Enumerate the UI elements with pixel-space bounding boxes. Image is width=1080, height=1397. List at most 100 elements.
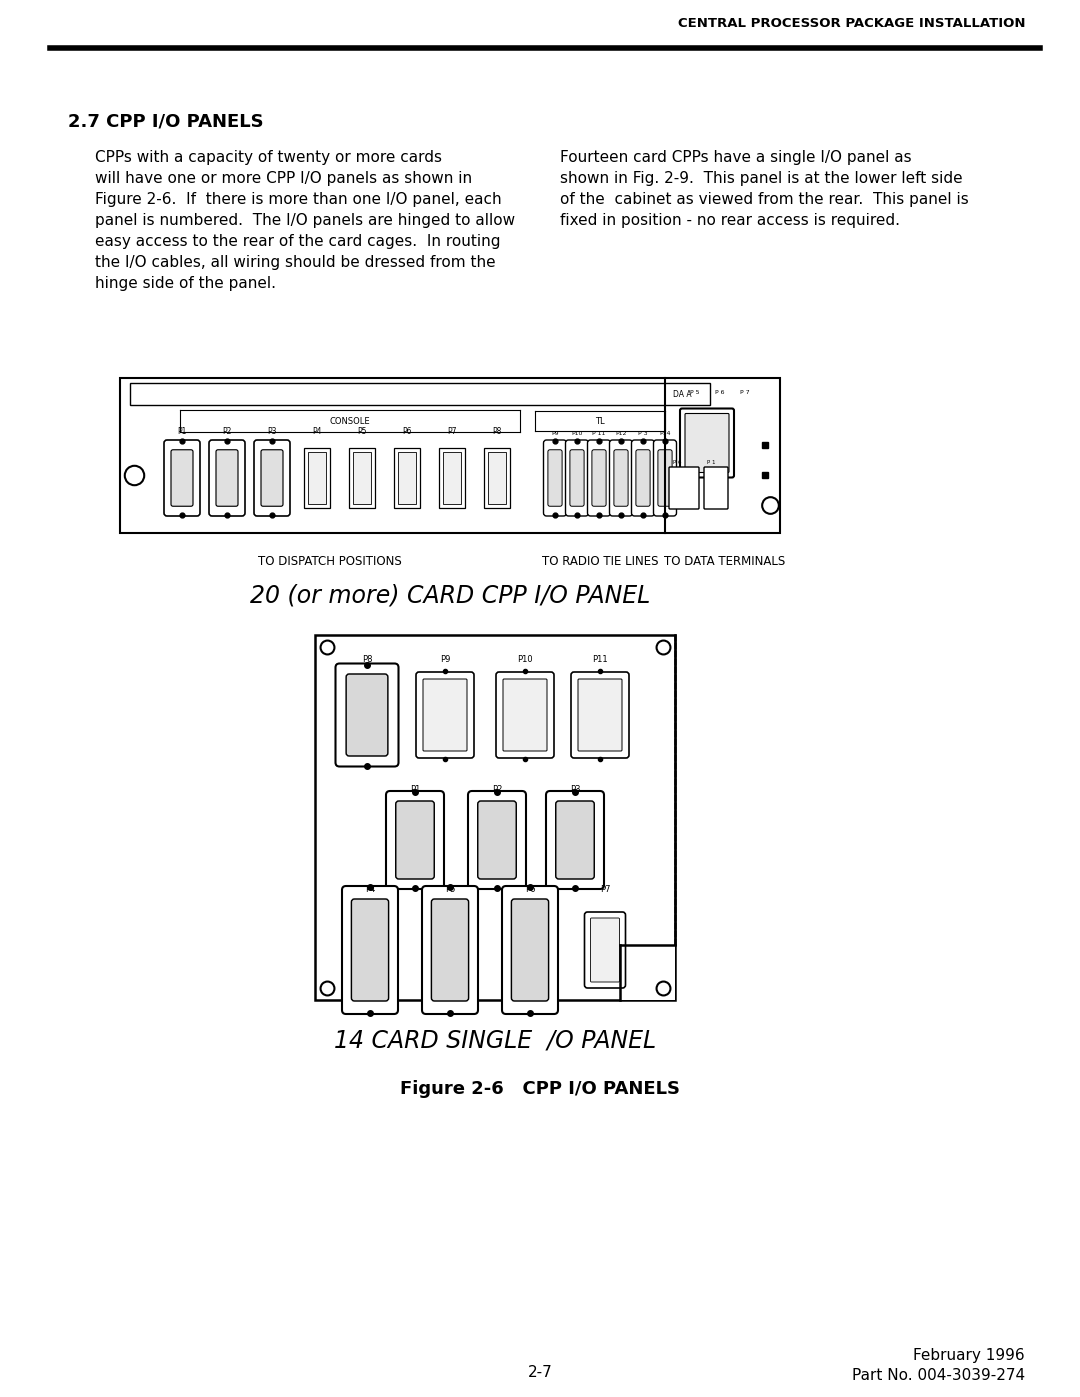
FancyBboxPatch shape (431, 900, 469, 1002)
Text: 14 CARD SINGLE  /O PANEL: 14 CARD SINGLE /O PANEL (334, 1028, 656, 1052)
Text: 2-7: 2-7 (528, 1365, 552, 1380)
FancyBboxPatch shape (632, 440, 654, 515)
Bar (349, 448, 375, 509)
Text: P 7: P 7 (740, 390, 750, 395)
Text: P5: P5 (445, 886, 455, 894)
FancyBboxPatch shape (588, 440, 610, 515)
Text: P 11: P 11 (592, 432, 606, 436)
Text: P 5: P 5 (690, 390, 700, 395)
Bar (120, 379, 780, 534)
FancyBboxPatch shape (261, 450, 283, 506)
Text: CONSOLE: CONSOLE (329, 416, 370, 426)
Bar (353, 453, 372, 504)
FancyBboxPatch shape (546, 791, 604, 888)
Text: DA A: DA A (673, 390, 691, 400)
Text: P1: P1 (177, 427, 187, 436)
Text: CPPs with a capacity of twenty or more cards
will have one or more CPP I/O panel: CPPs with a capacity of twenty or more c… (95, 149, 515, 291)
Text: 2.7 CPP I/O PANELS: 2.7 CPP I/O PANELS (68, 112, 264, 130)
Text: TO DATA TERMINALS: TO DATA TERMINALS (664, 555, 785, 569)
Text: P2: P2 (222, 427, 232, 436)
FancyBboxPatch shape (669, 467, 699, 509)
FancyBboxPatch shape (496, 672, 554, 759)
FancyBboxPatch shape (592, 450, 606, 506)
FancyBboxPatch shape (556, 800, 594, 879)
FancyBboxPatch shape (571, 672, 629, 759)
Text: P11: P11 (592, 655, 608, 664)
Text: P9: P9 (551, 432, 558, 436)
FancyBboxPatch shape (502, 886, 558, 1014)
Text: P10: P10 (517, 655, 532, 664)
Bar (308, 453, 326, 504)
Bar (488, 453, 507, 504)
FancyBboxPatch shape (351, 900, 389, 1002)
Bar (620, 944, 675, 1000)
Text: TL: TL (595, 416, 605, 426)
FancyBboxPatch shape (423, 679, 467, 752)
FancyBboxPatch shape (680, 408, 734, 478)
Bar (394, 448, 420, 509)
Text: P 1: P 1 (707, 460, 715, 465)
Bar (303, 448, 330, 509)
Text: P4: P4 (365, 886, 375, 894)
FancyBboxPatch shape (477, 800, 516, 879)
FancyBboxPatch shape (584, 912, 625, 988)
FancyBboxPatch shape (609, 440, 633, 515)
FancyBboxPatch shape (570, 450, 584, 506)
Text: P1: P1 (409, 785, 420, 793)
Text: TO RADIO TIE LINES: TO RADIO TIE LINES (542, 555, 658, 569)
FancyBboxPatch shape (578, 679, 622, 752)
Text: CENTRAL PROCESSOR PACKAGE INSTALLATION: CENTRAL PROCESSOR PACKAGE INSTALLATION (677, 17, 1025, 29)
Text: P14: P14 (659, 432, 671, 436)
FancyBboxPatch shape (591, 918, 620, 982)
Text: P 3: P 3 (638, 432, 648, 436)
FancyBboxPatch shape (543, 440, 567, 515)
Text: P3: P3 (267, 427, 276, 436)
Text: P3: P3 (570, 785, 580, 793)
FancyBboxPatch shape (164, 440, 200, 515)
Text: P 6: P 6 (715, 390, 725, 395)
FancyBboxPatch shape (653, 440, 676, 515)
FancyBboxPatch shape (658, 450, 672, 506)
Bar (438, 448, 465, 509)
FancyBboxPatch shape (503, 679, 546, 752)
Text: TO DISPATCH POSITIONS: TO DISPATCH POSITIONS (258, 555, 402, 569)
Bar (315, 636, 675, 1000)
Text: P10: P10 (571, 432, 583, 436)
FancyBboxPatch shape (210, 440, 245, 515)
FancyBboxPatch shape (336, 664, 399, 767)
Text: 20 (or more) CARD CPP I/O PANEL: 20 (or more) CARD CPP I/O PANEL (249, 583, 650, 608)
Text: Fourteen card CPPs have a single I/O panel as
shown in Fig. 2-9.  This panel is : Fourteen card CPPs have a single I/O pan… (561, 149, 969, 228)
FancyBboxPatch shape (704, 467, 728, 509)
FancyBboxPatch shape (422, 886, 478, 1014)
Text: Figure 2-6   CPP I/O PANELS: Figure 2-6 CPP I/O PANELS (400, 1080, 680, 1098)
Bar (399, 453, 416, 504)
FancyBboxPatch shape (395, 800, 434, 879)
Text: P9: P9 (440, 655, 450, 664)
FancyBboxPatch shape (254, 440, 291, 515)
Text: P5: P5 (357, 427, 367, 436)
Bar (443, 453, 461, 504)
Text: P6: P6 (525, 886, 536, 894)
Text: P8: P8 (492, 427, 502, 436)
Text: P7: P7 (599, 886, 610, 894)
Text: Part No. 004-3039-274: Part No. 004-3039-274 (852, 1368, 1025, 1383)
FancyBboxPatch shape (468, 791, 526, 888)
Text: P12: P12 (616, 432, 626, 436)
Text: P8: P8 (362, 655, 373, 664)
FancyBboxPatch shape (636, 450, 650, 506)
Text: February 1996: February 1996 (914, 1348, 1025, 1363)
Text: P6: P6 (402, 427, 411, 436)
Text: P4: P4 (312, 427, 322, 436)
FancyBboxPatch shape (548, 450, 562, 506)
FancyBboxPatch shape (566, 440, 589, 515)
FancyBboxPatch shape (171, 450, 193, 506)
Bar (130, 383, 710, 405)
FancyBboxPatch shape (216, 450, 238, 506)
FancyBboxPatch shape (685, 414, 729, 472)
Bar (484, 448, 510, 509)
FancyBboxPatch shape (416, 672, 474, 759)
Text: P7: P7 (447, 427, 457, 436)
FancyBboxPatch shape (613, 450, 629, 506)
FancyBboxPatch shape (512, 900, 549, 1002)
FancyBboxPatch shape (386, 791, 444, 888)
